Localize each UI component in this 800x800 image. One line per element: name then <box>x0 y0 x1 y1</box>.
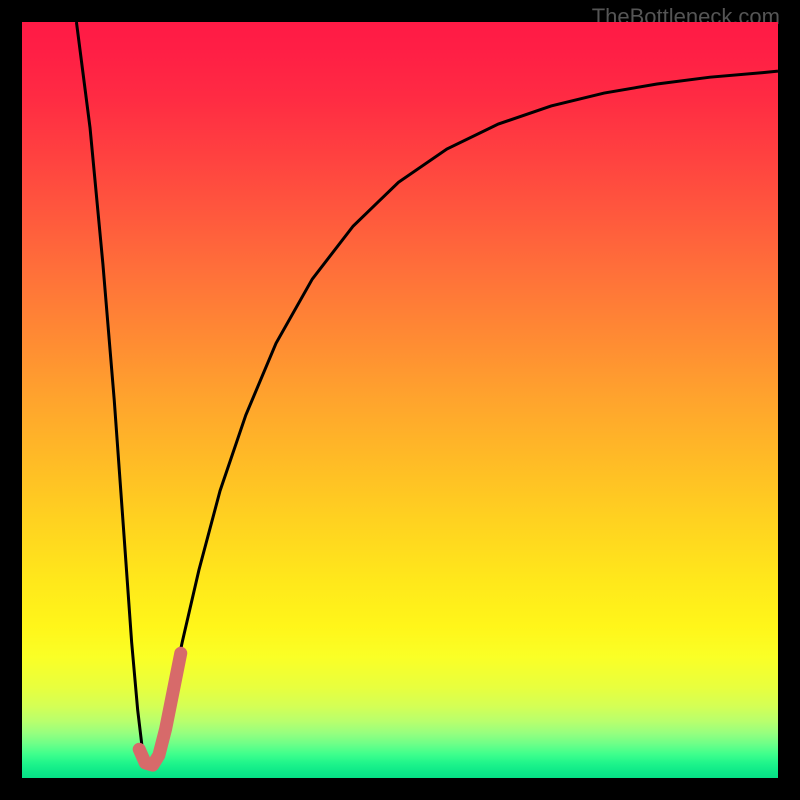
chart-frame: TheBottleneck.com <box>0 0 800 800</box>
plot-background <box>22 22 778 778</box>
plot-svg <box>22 22 778 778</box>
